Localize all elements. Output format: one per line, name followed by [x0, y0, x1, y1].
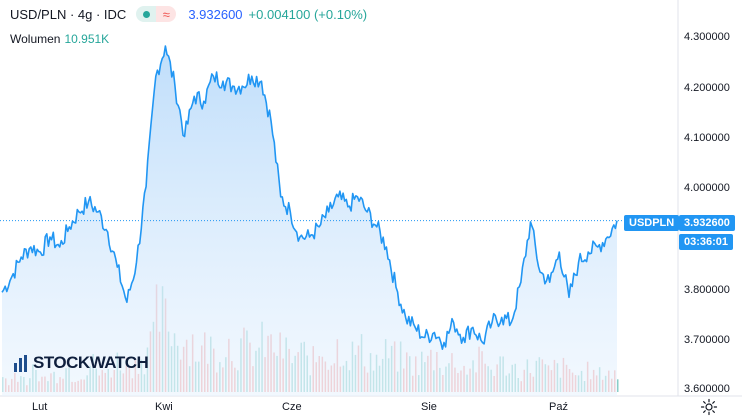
time-axis-label: Sie — [421, 401, 437, 413]
volume-bar — [617, 379, 619, 392]
symbol-title[interactable]: USD/PLN · 4g · IDC — [10, 6, 127, 22]
bar-chart-icon — [14, 354, 31, 372]
price-axis-label: 4.100000 — [684, 132, 730, 144]
price-change: +0.004100 (+0.10%) — [248, 6, 368, 22]
last-price: 3.932600 — [188, 6, 243, 22]
market-open-dot-icon — [136, 6, 157, 22]
price-axis-label: 3.600000 — [684, 383, 730, 395]
price-axis-label: 3.800000 — [684, 284, 730, 296]
stockwatch-logo: STOCKWATCH — [14, 353, 149, 373]
price-axis-label: 4.200000 — [684, 82, 730, 94]
price-line — [1, 45, 618, 350]
status-pill[interactable]: ≈ — [136, 6, 177, 22]
price-area-fill — [2, 46, 617, 396]
time-axis-label: Paź — [549, 401, 568, 413]
volume-value: 10.951K — [64, 32, 110, 46]
volume-legend: Wolumen 10.951K — [10, 32, 109, 46]
logo-text: STOCKWATCH — [33, 353, 149, 372]
price-axis-label: 4.000000 — [684, 182, 730, 194]
price-axis-label: 3.700000 — [684, 334, 730, 346]
bar-countdown-tag: 03:36:01 — [679, 234, 734, 250]
last-price-tag: 3.932600 — [679, 215, 735, 231]
gear-icon[interactable] — [700, 398, 718, 416]
time-axis-label: Kwi — [155, 401, 173, 413]
volume-label: Wolumen — [10, 32, 61, 46]
wave-icon: ≈ — [156, 6, 177, 22]
price-axis-label: 4.300000 — [684, 31, 730, 43]
chart-legend: USD/PLN · 4g · IDC ≈ 3.932600 +0.004100 … — [10, 6, 367, 22]
symbol-price-tag: USDPLN — [624, 215, 680, 231]
time-axis-label: Cze — [282, 401, 302, 413]
time-axis-label: Lut — [32, 401, 48, 413]
